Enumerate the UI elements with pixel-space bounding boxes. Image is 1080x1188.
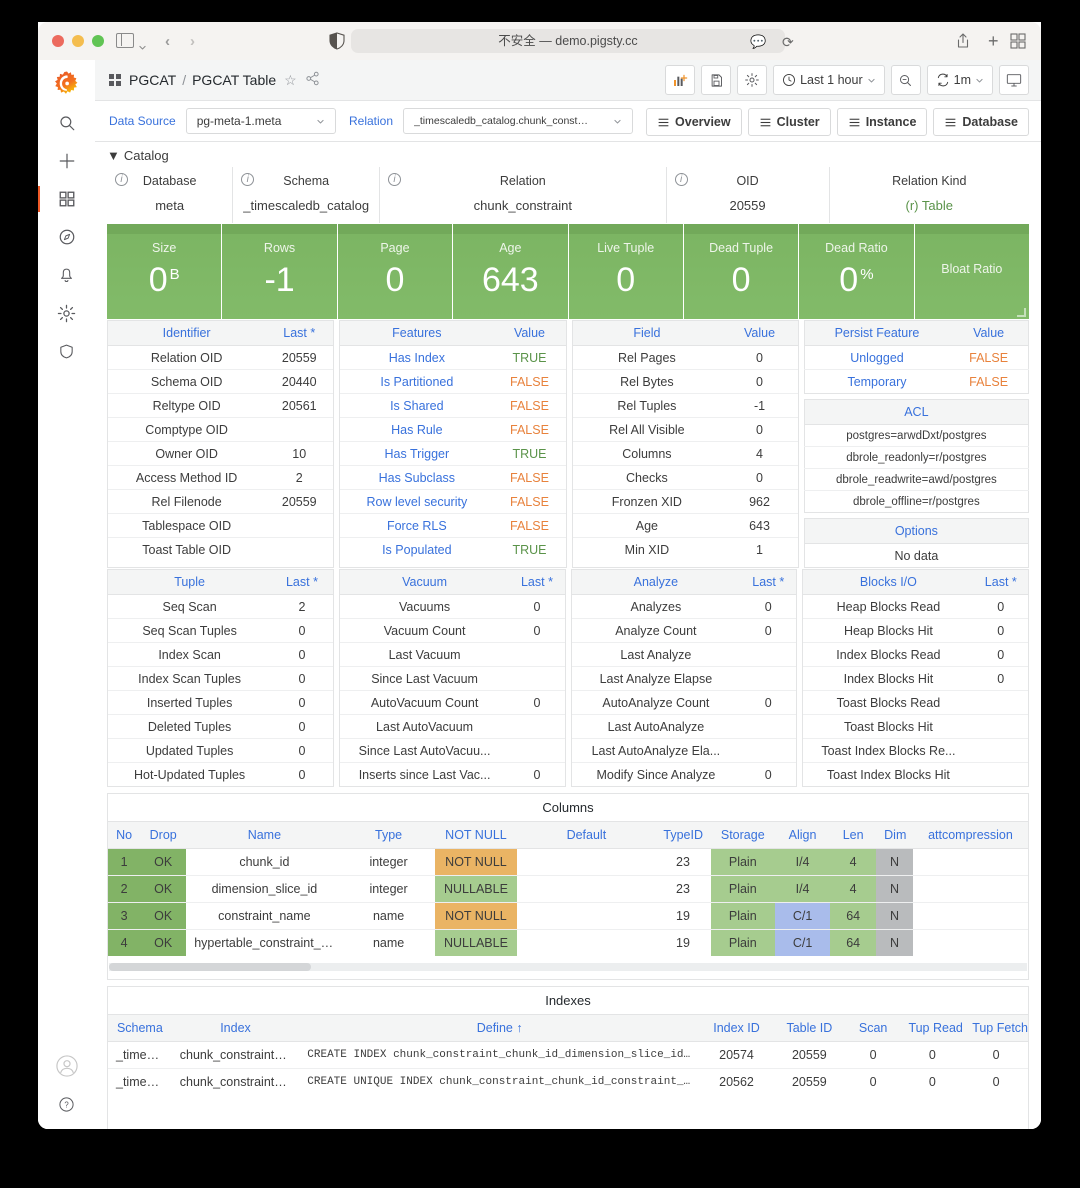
svg-text:?: ? (64, 1100, 69, 1109)
